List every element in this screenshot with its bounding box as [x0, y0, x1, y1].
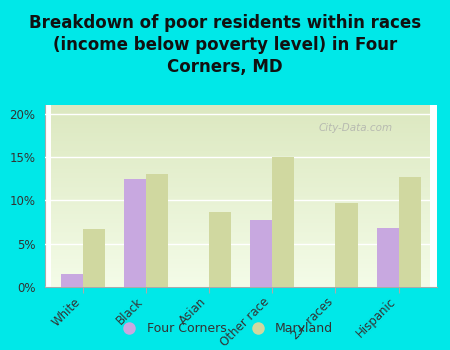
Bar	[83, 229, 105, 287]
Bar	[146, 174, 168, 287]
Legend: Four Corners, Maryland: Four Corners, Maryland	[112, 317, 338, 340]
Bar	[124, 178, 146, 287]
Text: City-Data.com: City-Data.com	[319, 123, 393, 133]
Bar	[209, 212, 231, 287]
Bar	[399, 177, 421, 287]
Bar	[250, 220, 272, 287]
Bar	[377, 228, 399, 287]
Bar	[61, 274, 83, 287]
Text: Breakdown of poor residents within races
(income below poverty level) in Four
Co: Breakdown of poor residents within races…	[29, 14, 421, 76]
Bar	[272, 157, 294, 287]
Bar	[335, 203, 358, 287]
